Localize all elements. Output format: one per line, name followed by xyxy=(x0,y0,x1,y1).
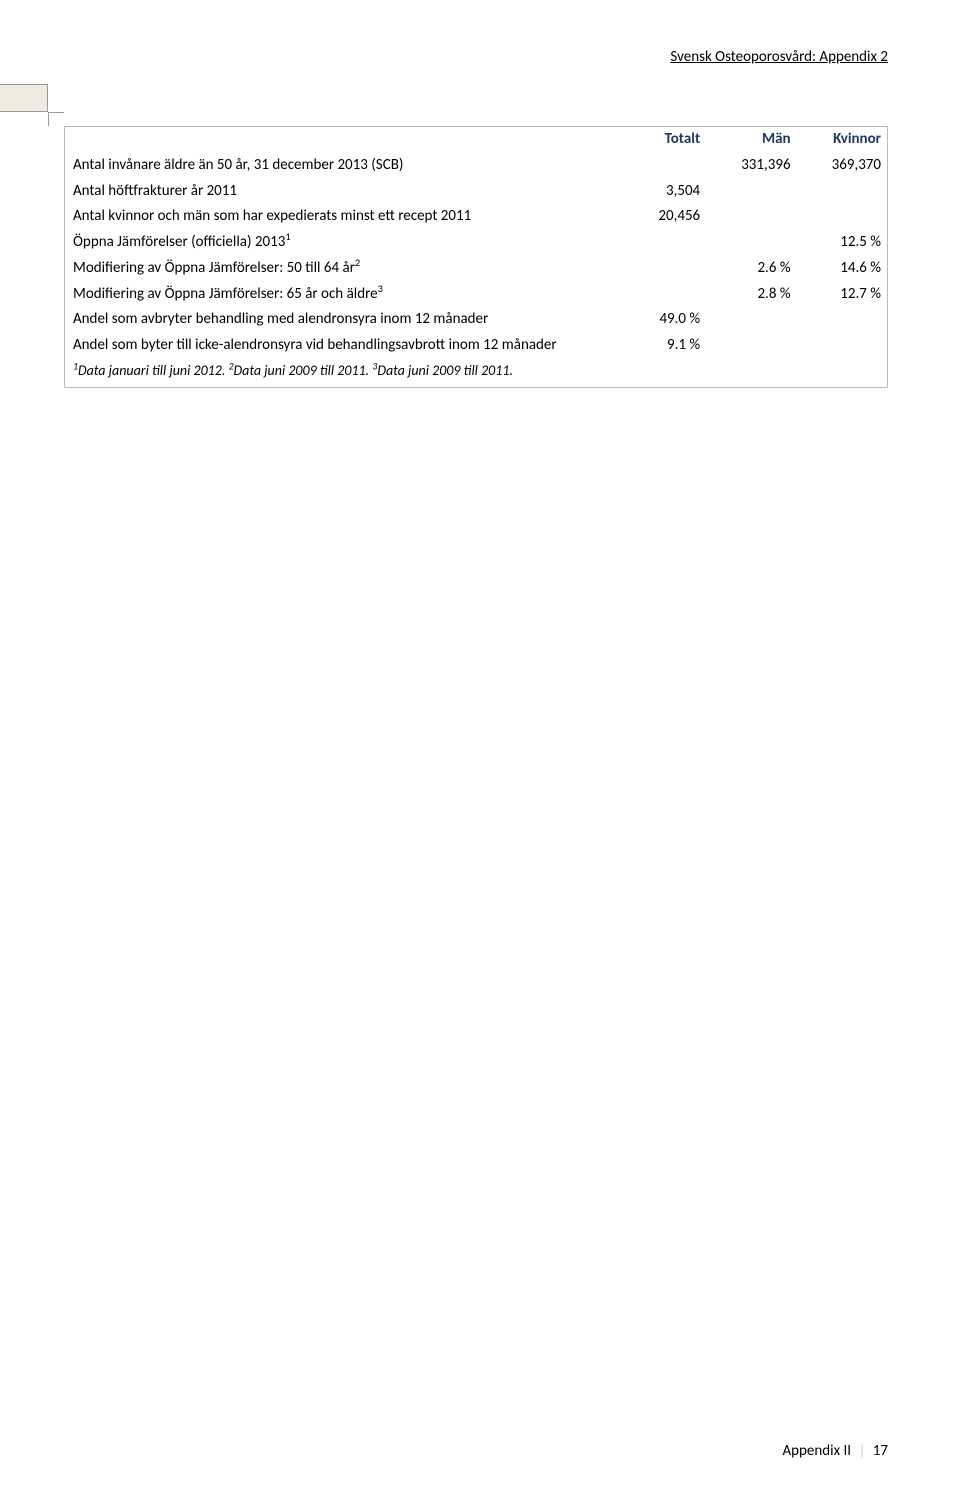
table-row: Modifiering av Öppna Jämförelser: 65 år … xyxy=(65,282,887,308)
col-header-totalt: Totalt xyxy=(608,127,707,153)
page-header-title: Svensk Osteoporosvård: Appendix 2 xyxy=(670,48,888,66)
row-kvinnor: 14.6 % xyxy=(797,256,887,282)
row-totalt xyxy=(608,153,707,179)
row-label: Modifiering av Öppna Jämförelser: 50 til… xyxy=(65,256,608,282)
table-row: Andel som byter till icke-alendronsyra v… xyxy=(65,333,887,359)
row-kvinnor xyxy=(797,179,887,205)
row-kvinnor: 12.5 % xyxy=(797,230,887,256)
table-row: Antal kvinnor och män som har expedierat… xyxy=(65,204,887,230)
row-man: 331,396 xyxy=(706,153,796,179)
row-kvinnor: 12.7 % xyxy=(797,282,887,308)
row-label: Andel som byter till icke-alendronsyra v… xyxy=(65,333,608,359)
table-footnote: 1Data januari till juni 2012. 2Data juni… xyxy=(65,359,887,387)
row-kvinnor xyxy=(797,307,887,333)
row-kvinnor xyxy=(797,333,887,359)
row-label: Antal höftfrakturer år 2011 xyxy=(65,179,608,205)
row-man: 2.6 % xyxy=(706,256,796,282)
row-label: Andel som avbryter behandling med alendr… xyxy=(65,307,608,333)
row-totalt: 9.1 % xyxy=(608,333,707,359)
row-kvinnor xyxy=(797,204,887,230)
row-man: 2.8 % xyxy=(706,282,796,308)
row-totalt xyxy=(608,256,707,282)
table-row: Öppna Jämförelser (officiella) 20131 12.… xyxy=(65,230,887,256)
section-tab-divider xyxy=(48,112,64,126)
row-totalt: 20,456 xyxy=(608,204,707,230)
table-row: Modifiering av Öppna Jämförelser: 50 til… xyxy=(65,256,887,282)
row-label: Modifiering av Öppna Jämförelser: 65 år … xyxy=(65,282,608,308)
section-tab-marker xyxy=(0,84,48,112)
table-body: Antal invånare äldre än 50 år, 31 decemb… xyxy=(65,153,887,387)
data-table-container: Totalt Män Kvinnor Antal invånare äldre … xyxy=(64,126,888,388)
row-man xyxy=(706,333,796,359)
row-label: Antal invånare äldre än 50 år, 31 decemb… xyxy=(65,153,608,179)
table-header-row: Totalt Män Kvinnor xyxy=(65,127,887,153)
data-table: Totalt Män Kvinnor Antal invånare äldre … xyxy=(65,127,887,387)
row-man xyxy=(706,307,796,333)
row-totalt: 3,504 xyxy=(608,179,707,205)
row-kvinnor: 369,370 xyxy=(797,153,887,179)
row-label: Antal kvinnor och män som har expedierat… xyxy=(65,204,608,230)
col-header-label xyxy=(65,127,608,153)
row-totalt xyxy=(608,282,707,308)
footer-page-number: 17 xyxy=(873,1442,888,1460)
page-footer: Appendix II | 17 xyxy=(782,1442,888,1460)
row-totalt: 49.0 % xyxy=(608,307,707,333)
col-header-kvinnor: Kvinnor xyxy=(797,127,887,153)
row-man xyxy=(706,204,796,230)
table-footnote-row: 1Data januari till juni 2012. 2Data juni… xyxy=(65,359,887,387)
table-row: Antal invånare äldre än 50 år, 31 decemb… xyxy=(65,153,887,179)
footer-separator: | xyxy=(854,1442,869,1460)
row-label: Öppna Jämförelser (officiella) 20131 xyxy=(65,230,608,256)
table-row: Antal höftfrakturer år 2011 3,504 xyxy=(65,179,887,205)
row-totalt xyxy=(608,230,707,256)
footer-appendix-label: Appendix II xyxy=(782,1442,851,1460)
col-header-man: Män xyxy=(706,127,796,153)
table-row: Andel som avbryter behandling med alendr… xyxy=(65,307,887,333)
row-man xyxy=(706,179,796,205)
row-man xyxy=(706,230,796,256)
